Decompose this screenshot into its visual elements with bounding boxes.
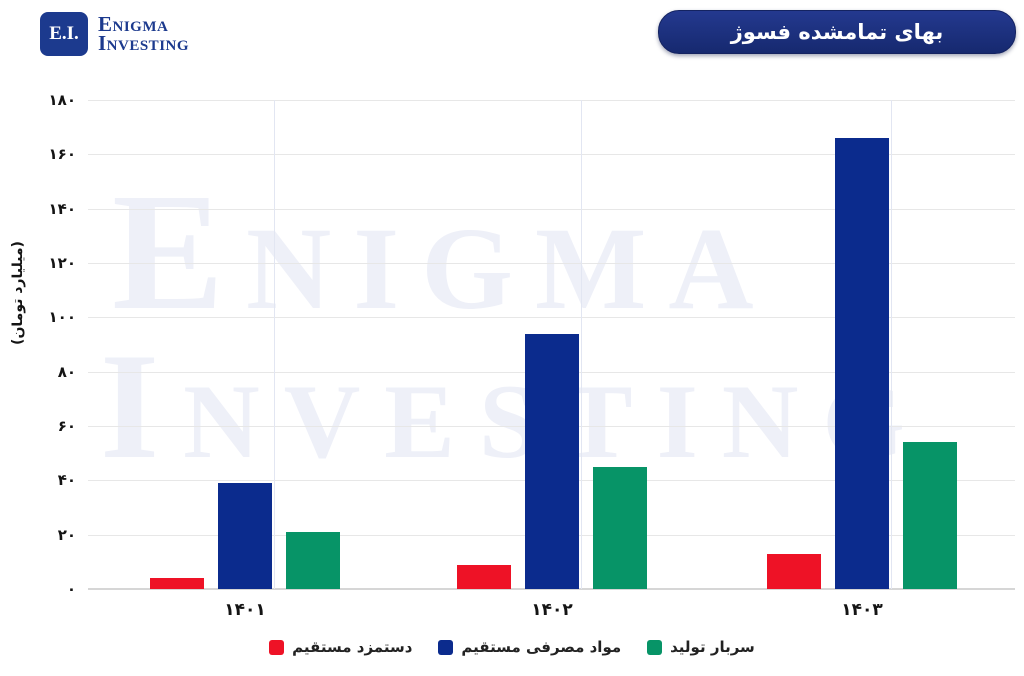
gridline — [88, 154, 1015, 156]
category-gridline — [891, 100, 892, 589]
y-tick-label: ۲۰ — [57, 525, 76, 544]
brand-logo-name: Enigma Investing — [98, 12, 190, 55]
brand-logo-badge: E.I. — [40, 12, 88, 56]
brand-logo: E.I. Enigma Investing — [40, 12, 189, 56]
bar-series1-cat2 — [457, 564, 511, 589]
brand-name-line1: Enigma — [98, 12, 169, 36]
x-axis-line — [88, 588, 1015, 590]
gridline — [88, 208, 1015, 210]
y-tick-label: ۱۴۰ — [48, 199, 76, 218]
legend-swatch-production-overhead — [647, 639, 663, 655]
legend-item-production-overhead: سربار تولید — [647, 638, 755, 656]
y-tick-label: ۱۰۰ — [48, 308, 76, 327]
legend-swatch-direct-wage — [269, 639, 285, 655]
legend-item-direct-materials: مواد مصرفی مستقیم — [438, 638, 621, 656]
bar-series3-cat3 — [903, 442, 957, 589]
legend-label-direct-wage: دستمزد مستقیم — [292, 638, 413, 656]
chart-title-badge: بهای تمامشده فسوژ — [658, 10, 1016, 54]
legend-swatch-direct-materials — [438, 639, 454, 655]
category-gridline — [274, 100, 275, 589]
legend-label-direct-materials: مواد مصرفی مستقیم — [461, 638, 622, 656]
bar-series3-cat1 — [286, 531, 340, 589]
category-gridline — [581, 100, 582, 589]
y-tick-label: ۱۶۰ — [48, 145, 76, 164]
bar-series2-cat1 — [218, 483, 272, 589]
y-tick-label: ۸۰ — [57, 362, 76, 381]
brand-name-line2: Investing — [98, 31, 190, 55]
gridline — [88, 317, 1015, 319]
brand-logo-badge-text: E.I. — [49, 23, 79, 44]
legend: دستمزد مستقیم مواد مصرفی مستقیم سربار تو… — [0, 638, 1024, 656]
legend-label-production-overhead: سربار تولید — [670, 638, 755, 656]
legend-item-direct-wage: دستمزد مستقیم — [269, 638, 412, 656]
bar-series3-cat2 — [593, 466, 647, 589]
bar-series2-cat2 — [525, 333, 579, 589]
y-tick-label: ۴۰ — [57, 471, 76, 490]
gridline — [88, 263, 1015, 264]
x-axis-label: ۱۴۰۱ — [224, 600, 266, 620]
x-axis-label: ۱۴۰۲ — [531, 600, 573, 620]
y-tick-label: ۶۰ — [57, 417, 76, 435]
bar-series2-cat3 — [835, 138, 889, 589]
bar-series1-cat1 — [150, 578, 204, 589]
bar-series1-cat3 — [767, 553, 821, 589]
y-tick-label: ۱۸۰ — [48, 91, 76, 109]
gridline — [88, 100, 1015, 101]
y-tick-label: ۱۲۰ — [48, 254, 76, 272]
y-tick-label: ۰ — [66, 580, 76, 598]
x-axis-label: ۱۴۰۳ — [841, 600, 883, 620]
